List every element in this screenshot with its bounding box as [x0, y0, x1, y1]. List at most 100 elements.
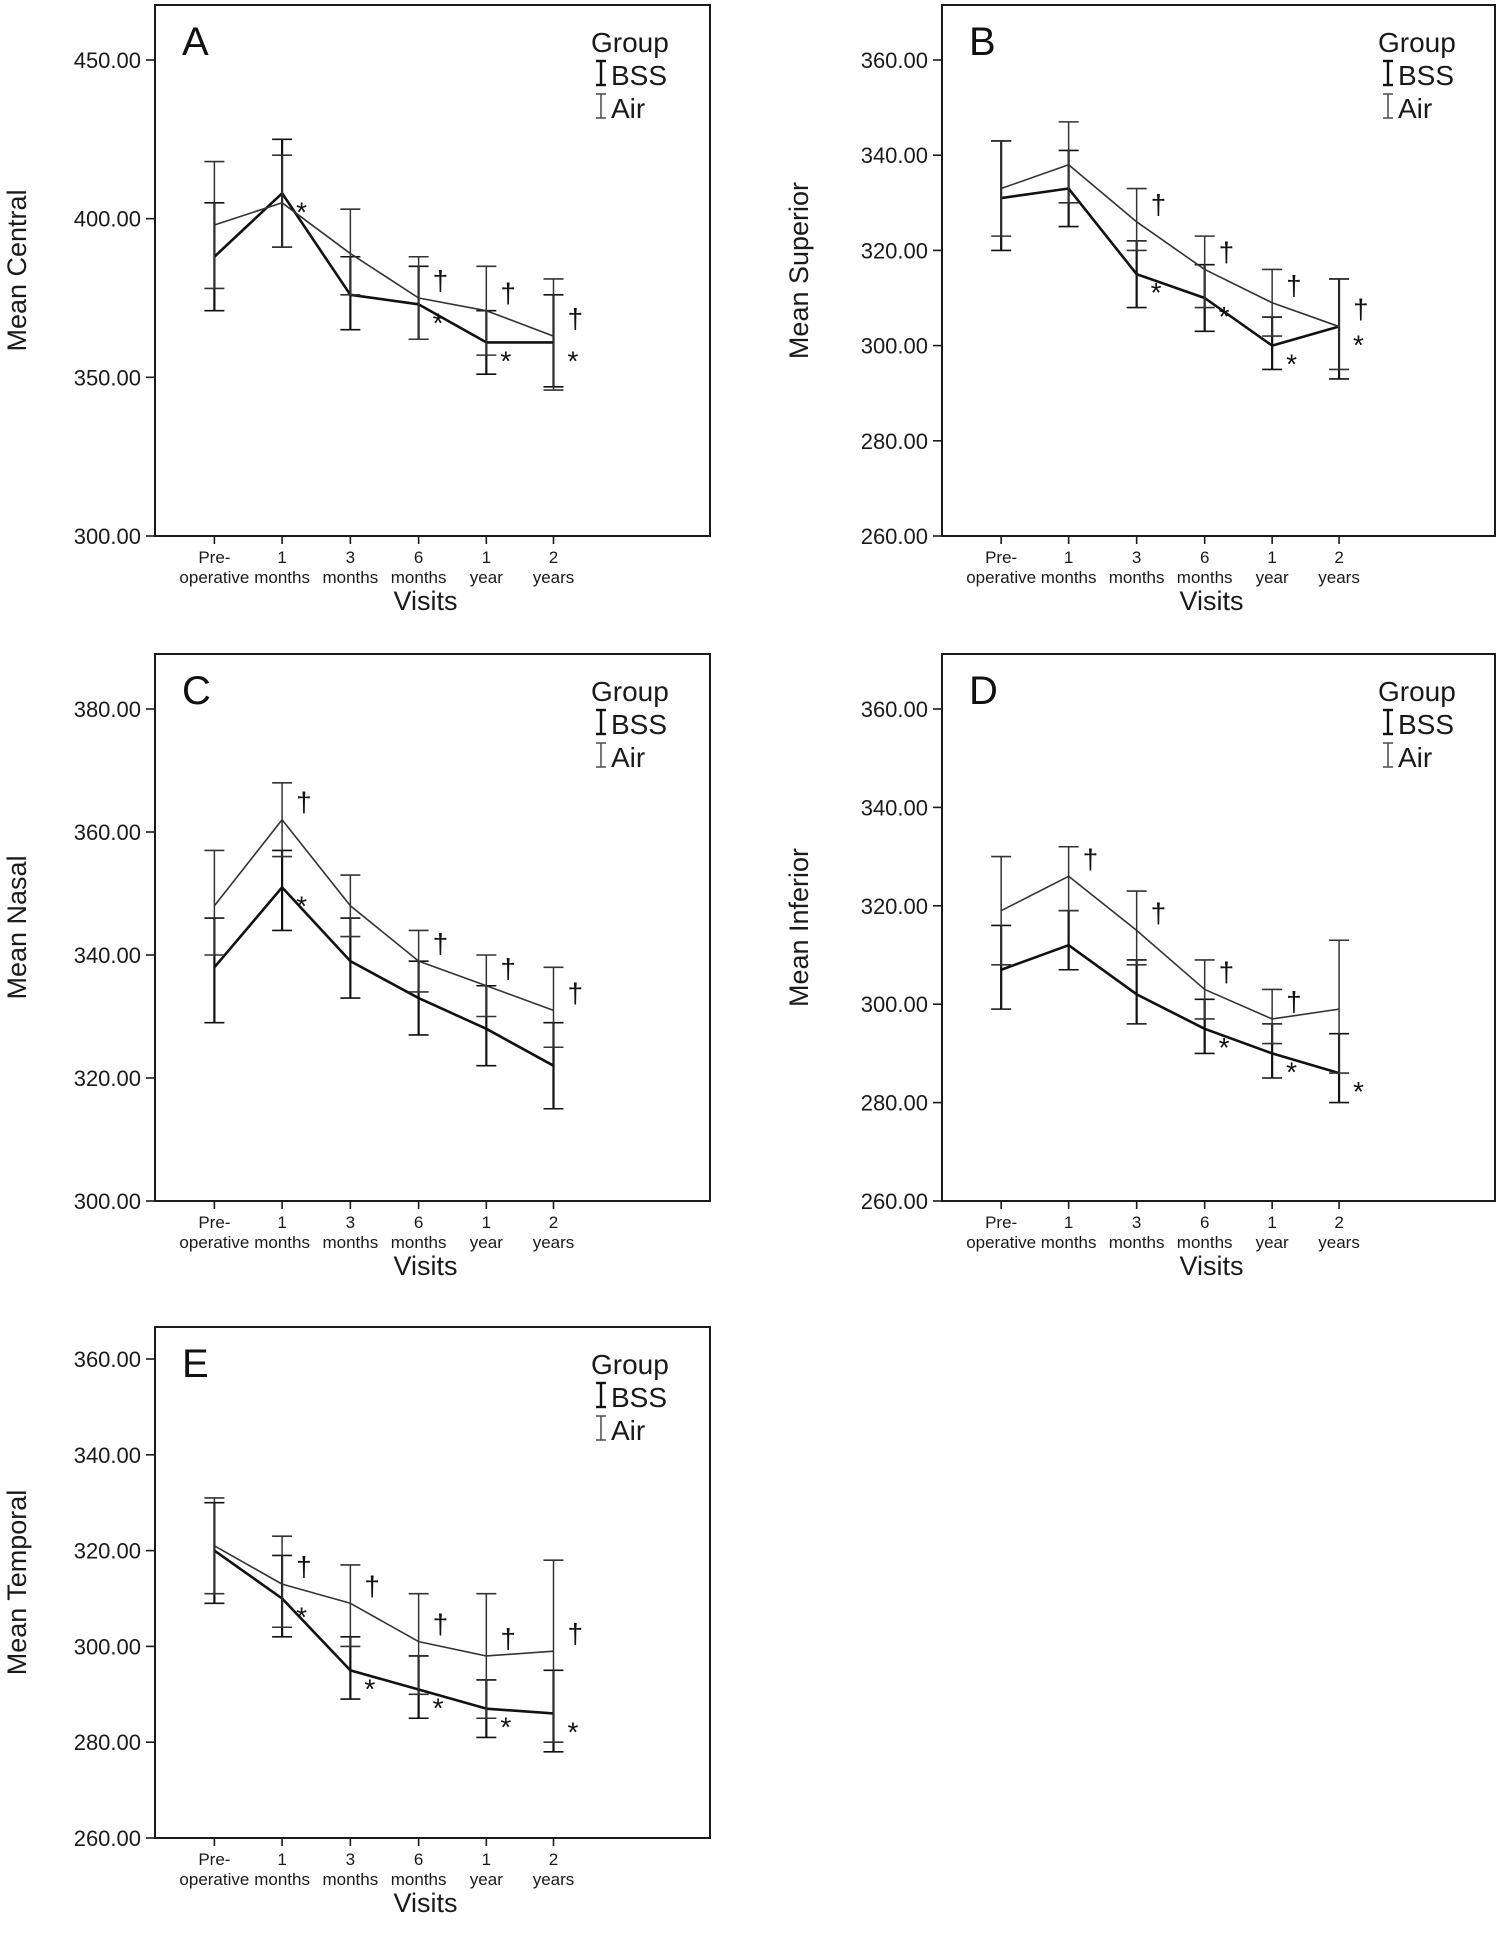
series-air: † † † † — [204, 781, 583, 1049]
x-tick-label: months — [254, 1870, 310, 1889]
y-tick-label: 400.00 — [74, 207, 141, 232]
y-tick-label: 280.00 — [861, 429, 928, 454]
significance-star: * — [1151, 277, 1162, 308]
error-bar — [204, 849, 225, 956]
significance-star: * — [1353, 330, 1364, 361]
series-line-air — [214, 202, 554, 337]
x-tick-label: 1 — [482, 1850, 491, 1869]
significance-dagger: † — [500, 1623, 516, 1654]
legend-entry-bss: BSS — [611, 1382, 667, 1413]
panel-label: C — [182, 669, 211, 713]
x-tick-label: months — [1041, 568, 1097, 587]
significance-dagger: † — [500, 953, 516, 984]
legend-entry-bss: BSS — [611, 60, 667, 91]
x-tick-label: year — [1256, 1233, 1289, 1252]
significance-star: * — [433, 1693, 444, 1724]
x-tick-label: operative — [966, 568, 1036, 587]
x-tick-label: 6 — [414, 1213, 423, 1232]
x-tick-label: months — [254, 568, 310, 587]
x-tick-label: 2 — [549, 548, 558, 567]
x-tick-label: 1 — [277, 1850, 286, 1869]
significance-star: * — [296, 196, 307, 227]
plot-frame — [941, 4, 1496, 537]
chart-panel-b: 260.00 280.00 300.00 320.00 340.00 360.00 Pre-… — [784, 4, 1496, 616]
legend-entry-air: Air — [1398, 93, 1432, 124]
y-tick-label: 260.00 — [74, 1826, 141, 1851]
plot-frame — [154, 653, 711, 1202]
x-tick-label: year — [470, 568, 503, 587]
x-tick-label: months — [1177, 1233, 1233, 1252]
x-tick-label: 1 — [1064, 548, 1073, 567]
x-tick-label: months — [254, 1233, 310, 1252]
significance-dagger: † — [567, 303, 583, 334]
series-line-bss — [1000, 187, 1340, 347]
x-tick-label: Pre- — [198, 548, 230, 567]
x-tick-label: months — [322, 568, 378, 587]
significance-dagger: † — [1151, 189, 1167, 220]
x-axis-title: Visits — [1179, 586, 1243, 616]
panel-label: B — [969, 20, 996, 64]
legend-swatch-bss — [1383, 59, 1393, 87]
y-axis-title: Mean Superior — [784, 182, 814, 359]
series-bss: * * * — [991, 909, 1364, 1107]
x-tick-label: years — [533, 1870, 575, 1889]
series-air: † † † — [204, 154, 583, 391]
series-line-bss — [213, 1549, 554, 1715]
x-tick-label: 3 — [346, 1213, 355, 1232]
x-tick-label: 2 — [1334, 548, 1343, 567]
x-tick-label: Pre- — [985, 1213, 1017, 1232]
chart-panel-a: 300.00350.00400.00450.00Pre-operative1mo… — [2, 4, 711, 616]
significance-dagger: † — [1083, 843, 1099, 874]
x-tick-label: years — [1318, 568, 1360, 587]
significance-dagger: † — [433, 265, 449, 296]
significance-star: * — [500, 345, 511, 376]
significance-star: * — [567, 1716, 578, 1747]
legend-swatch-air — [1383, 742, 1393, 768]
legend-title: Group — [591, 1349, 669, 1380]
error-bar — [1126, 959, 1147, 1025]
legend-swatch-bss — [596, 59, 606, 87]
y-tick-label: 380.00 — [74, 697, 141, 722]
series-line-air — [1000, 163, 1340, 328]
legend-entry-bss: BSS — [1398, 709, 1454, 740]
legend-swatch-bss — [596, 708, 606, 736]
significance-dagger: † — [1286, 986, 1302, 1017]
significance-star: * — [567, 345, 578, 376]
error-bar — [1058, 909, 1079, 971]
y-axis-title: Mean Central — [2, 189, 32, 351]
x-tick-label: 3 — [346, 1850, 355, 1869]
y-tick-label: 340.00 — [861, 143, 928, 168]
y-tick-label: 300.00 — [74, 1189, 141, 1214]
legend-title: Group — [591, 676, 669, 707]
legend-title: Group — [1378, 27, 1456, 58]
significance-dagger: † — [567, 977, 583, 1008]
legend-swatch-air — [596, 1415, 606, 1441]
x-tick-label: months — [1109, 1233, 1165, 1252]
x-tick-label: years — [533, 1233, 575, 1252]
legend-title: Group — [1378, 676, 1456, 707]
x-axis-title: Visits — [393, 1251, 457, 1281]
x-tick-label: months — [391, 1233, 447, 1252]
x-axis-title: Visits — [393, 586, 457, 616]
y-tick-label: 280.00 — [74, 1730, 141, 1755]
error-bar — [340, 1564, 361, 1648]
legend-title: Group — [591, 27, 669, 58]
error-bar — [543, 278, 564, 391]
x-tick-label: months — [1177, 568, 1233, 587]
x-tick-label: Pre- — [985, 548, 1017, 567]
significance-star: * — [500, 1712, 511, 1743]
significance-star: * — [1219, 301, 1230, 332]
error-bar — [408, 1592, 429, 1696]
panel-label: E — [182, 1342, 209, 1386]
y-tick-label: 340.00 — [74, 1443, 141, 1468]
x-tick-label: Pre- — [198, 1213, 230, 1232]
significance-dagger: † — [567, 1618, 583, 1649]
x-tick-label: 2 — [549, 1213, 558, 1232]
y-tick-label: 300.00 — [74, 1634, 141, 1659]
legend-entry-air: Air — [1398, 742, 1432, 773]
plot-frame — [941, 653, 1496, 1202]
x-tick-label: months — [1109, 568, 1165, 587]
error-bar — [1194, 235, 1215, 309]
x-tick-label: year — [470, 1233, 503, 1252]
significance-dagger: † — [1353, 294, 1369, 325]
